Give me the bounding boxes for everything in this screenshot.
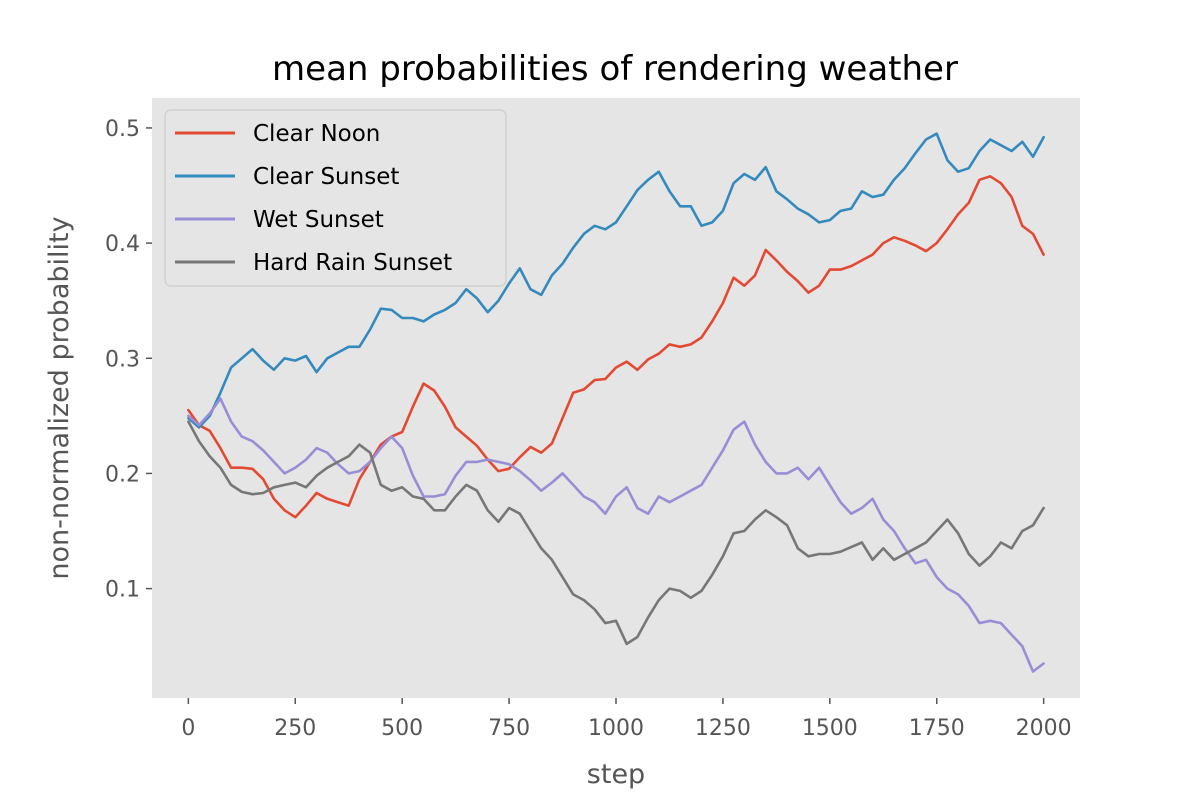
legend-label: Clear Noon [253,121,380,147]
x-tick-label: 1000 [588,716,644,741]
y-tick-label: 0.5 [105,117,140,142]
y-tick-label: 0.4 [105,232,140,257]
legend-box [164,109,507,287]
y-tick-label: 0.3 [105,347,140,372]
x-tick-label: 1750 [909,716,965,741]
y-tick-label: 0.2 [105,462,140,487]
y-axis-label: non-normalized probability [44,216,75,579]
x-tick-label: 0 [181,716,195,741]
y-axis: 0.1 0.2 0.3 0.4 0.5 [105,117,152,603]
x-axis: 0 250 500 750 1000 1250 1500 1750 2000 [181,698,1072,741]
series-line-clear-sunset [187,132,1045,429]
legend: Clear Noon Clear Sunset Wet Sunset Hard Rai… [164,109,507,287]
series-line-hard-rain-sunset [187,420,1045,646]
x-tick-label: 1250 [695,716,751,741]
legend-label: Hard Rain Sunset [253,250,452,276]
x-tick-label: 500 [381,716,423,741]
x-tick-label: 250 [274,716,316,741]
x-tick-label: 2000 [1016,716,1072,741]
series-line-wet-sunset [187,397,1045,673]
y-tick-label: 0.1 [105,578,140,603]
series-layer [187,132,1045,673]
series-line-clear-noon [187,175,1045,519]
legend-label: Clear Sunset [253,164,399,190]
x-axis-label: step [587,759,645,790]
chart-title: mean probabilities of rendering weather [272,49,958,89]
x-tick-label: 1500 [802,716,858,741]
x-tick-label: 750 [488,716,530,741]
legend-label: Wet Sunset [253,207,384,233]
